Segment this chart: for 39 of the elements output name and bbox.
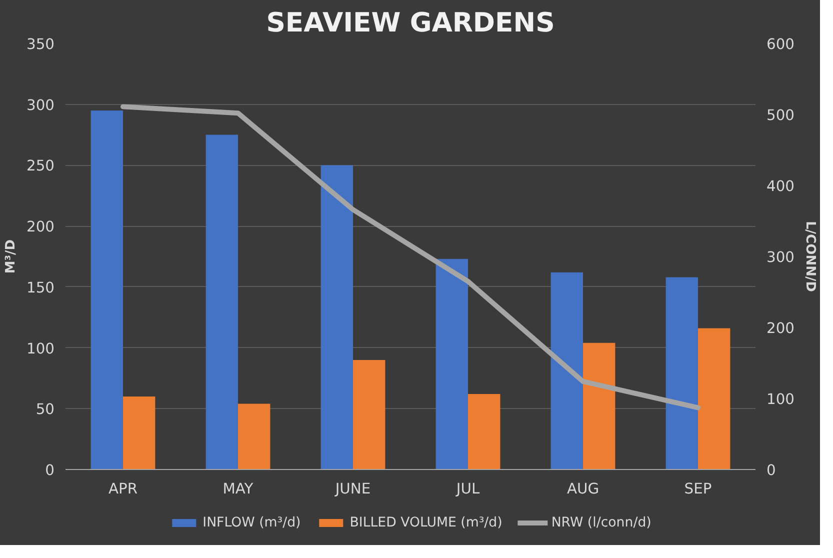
chart-title: SEAVIEW GARDENS — [266, 8, 555, 38]
y2-tick-label: 500 — [766, 107, 794, 124]
y-tick-label: 250 — [26, 158, 55, 175]
bar — [583, 342, 616, 470]
x-tick-label: SEP — [684, 480, 712, 498]
x-tick-label: JUNE — [334, 480, 371, 498]
x-tick-label: JUL — [455, 480, 480, 498]
bar — [206, 134, 238, 470]
bar — [123, 396, 156, 470]
bar — [320, 165, 353, 470]
y2-tick-label: 300 — [766, 249, 794, 266]
legend-label: NRW (l/conn/d) — [551, 515, 652, 530]
y2-tick-label: 0 — [766, 462, 776, 479]
bar — [468, 394, 500, 470]
y2-tick-label: 600 — [766, 36, 794, 53]
y-tick-label: 200 — [26, 218, 55, 236]
bar — [666, 277, 698, 470]
y-axis-title: M³/D — [4, 239, 19, 274]
y-tick-label: 100 — [26, 340, 55, 358]
bar — [238, 404, 270, 470]
y2-axis-title: L/CONN/D — [802, 221, 818, 292]
y-tick-label: 300 — [26, 96, 55, 114]
y-tick-label: 50 — [36, 401, 55, 418]
y-tick-label: 150 — [26, 279, 55, 296]
y2-tick-label: 400 — [766, 178, 794, 195]
x-tick-label: MAY — [222, 480, 254, 498]
y-tick-label: 350 — [26, 36, 55, 53]
bar — [550, 272, 583, 470]
y-tick-label: 0 — [45, 462, 55, 479]
y2-tick-label: 200 — [766, 320, 794, 337]
x-tick-label: APR — [108, 480, 138, 498]
bar — [436, 258, 468, 470]
bar — [698, 328, 730, 470]
x-tick-label: AUG — [566, 480, 600, 498]
bar — [353, 360, 386, 470]
bar — [90, 110, 123, 470]
legend-label: BILLED VOLUME (m³/d) — [350, 515, 502, 530]
y2-tick-label: 100 — [766, 391, 794, 408]
legend-label: INFLOW (m³/d) — [202, 515, 301, 530]
